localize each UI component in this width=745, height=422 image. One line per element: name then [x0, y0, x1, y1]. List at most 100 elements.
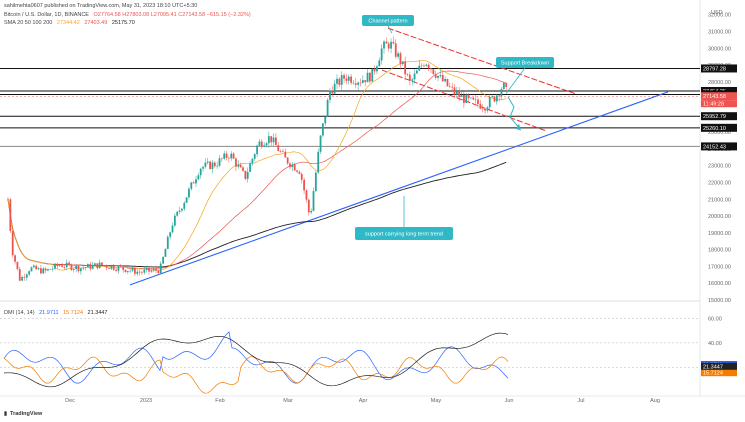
candle-body [296, 170, 298, 172]
candle-body [331, 90, 334, 94]
candle-body [143, 269, 146, 273]
candle-body [352, 82, 355, 84]
x-tick-label: Feb [215, 398, 224, 404]
candle-body [101, 262, 103, 266]
candle-body [98, 262, 101, 269]
candle-body [472, 97, 475, 100]
candle-body [260, 141, 263, 147]
candle-body [479, 104, 482, 109]
candle-body [401, 61, 404, 65]
breakdown-arrow [507, 96, 521, 130]
candle-body [432, 69, 435, 75]
candle-body [108, 267, 110, 269]
dmi-line: DMI (14, 14) 21.9711 15.7124 21.3447 [4, 310, 110, 316]
candle-body [373, 68, 376, 72]
y-tick-label: 31000.00 [708, 29, 731, 35]
candle-body [244, 170, 247, 179]
candle-body [7, 199, 9, 200]
candle-body [291, 164, 294, 168]
x-tick-label: Apr [359, 398, 368, 404]
candle-body [136, 271, 139, 274]
candle-body [434, 74, 437, 78]
candle-body [9, 199, 12, 231]
candle-body [357, 82, 360, 85]
candle-body [376, 66, 378, 72]
candle-body [188, 188, 190, 198]
candle-body [87, 264, 89, 268]
candle-body [232, 153, 235, 159]
candle-body [223, 153, 226, 159]
candle-body [361, 80, 364, 83]
tv-logo-icon: ▮ [4, 411, 8, 417]
candle-body [406, 74, 409, 75]
candle-body [286, 157, 289, 164]
price-level-label: 25260.10 [703, 126, 726, 132]
candle-body [359, 82, 362, 84]
candle-body [96, 263, 99, 269]
dmi-last-label: 15.7124 [703, 371, 723, 377]
candle-body [82, 267, 85, 269]
candle-body [94, 263, 96, 265]
candle-body [319, 135, 322, 152]
candle-body [63, 266, 66, 268]
candle-body [329, 90, 331, 100]
candle-body [204, 162, 207, 167]
candle-body [181, 208, 183, 211]
candle-body [21, 276, 23, 281]
channel-upper-line [387, 27, 576, 95]
x-tick-label: Mar [283, 398, 293, 404]
candle-body [444, 79, 446, 82]
y-tick-label: 23000.00 [708, 164, 731, 170]
candle-body [42, 268, 45, 274]
tradingview-logo: ▮ TradingView [4, 411, 43, 417]
candle-body [502, 82, 505, 89]
candle-body [446, 79, 449, 87]
candle-body [408, 74, 411, 81]
candle-body [32, 265, 35, 268]
candle-body [253, 154, 256, 159]
candle-body [148, 268, 150, 272]
x-tick-label: May [431, 398, 442, 404]
candle-body [312, 191, 315, 211]
x-tick-label: Aug [650, 398, 660, 404]
candle-body [448, 86, 451, 87]
candle-body [430, 68, 432, 70]
candle-body [427, 64, 430, 69]
candle-body [61, 265, 63, 267]
candle-body [70, 264, 73, 270]
candle-body [277, 145, 280, 152]
price-level-tag [701, 112, 737, 121]
breakdown-annotation-box [496, 57, 554, 68]
candle-body [390, 41, 392, 49]
candle-body [486, 107, 489, 111]
price-level-label: 27143.58 [703, 94, 726, 100]
publisher-line: sahilmehta0607 published on TradingView.… [4, 3, 198, 9]
candle-body [458, 91, 461, 98]
y-tick-label: 21000.00 [708, 197, 731, 203]
candle-body [68, 262, 70, 265]
candle-body [338, 78, 341, 85]
candle-body [477, 99, 479, 105]
candle-body [270, 136, 273, 143]
candle-body [206, 161, 209, 163]
symbol-title: Bitcoin / U.S. Dollar, 1D, BINANCE [4, 12, 89, 18]
candle-body [463, 95, 465, 103]
candle-body [30, 267, 33, 272]
candle-body [47, 269, 49, 271]
candle-body [122, 266, 125, 270]
candle-body [72, 269, 75, 270]
candle-body [500, 88, 503, 97]
candle-body [441, 75, 444, 82]
candle-body [420, 65, 423, 67]
y-tick-label: 16000.00 [708, 281, 731, 287]
candle-body [51, 268, 54, 270]
candle-body [418, 65, 421, 71]
ohlc-values: O27764.58 H27803.08 L27095.41 C27143.58 … [93, 12, 251, 18]
candle-body [350, 76, 352, 83]
sma-value-2: 27403.49 [84, 20, 108, 26]
y-tick-label: 15000.00 [708, 298, 731, 304]
candle-body [216, 165, 219, 167]
